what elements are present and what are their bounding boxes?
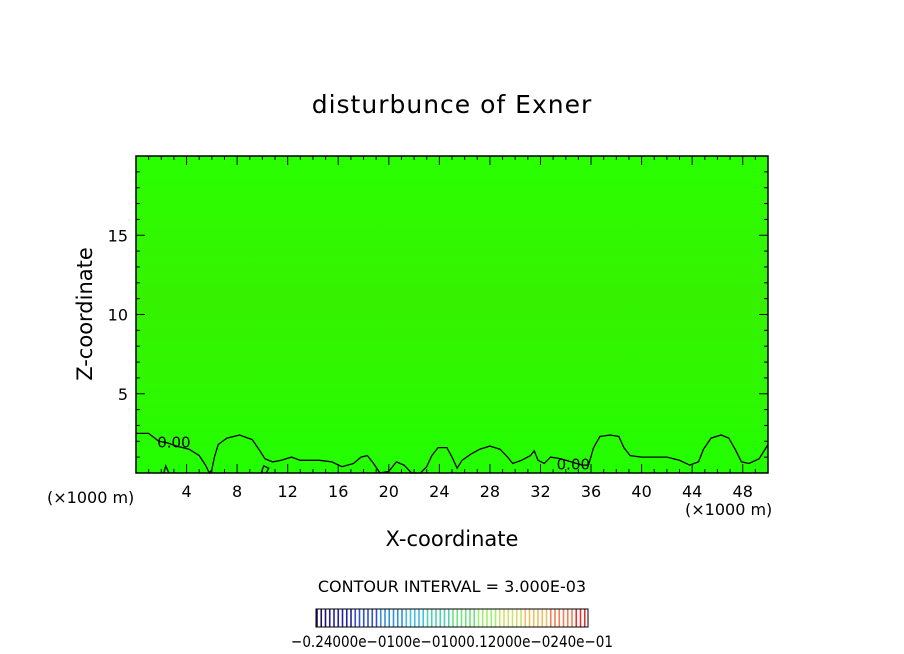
colorbar-labels: −0.24000e−0100e−01000.12000e−0240e−01 (291, 632, 613, 651)
contour-label: 0.00 (157, 433, 190, 451)
x-tick-label: 28 (480, 482, 500, 501)
colorbar-frame (315, 608, 589, 628)
contour-labels: 0.00 0.00 (157, 433, 590, 473)
chart-title: disturbunce of Exner (312, 90, 593, 119)
x-tick-label: 20 (379, 482, 399, 501)
y-tick-label: 15 (108, 226, 128, 245)
x-tick-label: 44 (682, 482, 702, 501)
colorbar (315, 608, 589, 628)
x-axis-label: X-coordinate (386, 527, 519, 551)
x-tick-label: 16 (328, 482, 348, 501)
x-tick-label: 4 (181, 482, 191, 501)
contour-interval-text: CONTOUR INTERVAL = 3.000E-03 (318, 577, 586, 596)
x-axis-ticks: 4 8 12 16 20 24 28 32 36 40 44 48 (148, 156, 756, 501)
x-axis-unit-left: (×1000 m) (47, 488, 134, 507)
contour-line (136, 432, 769, 475)
x-tick-label: 36 (581, 482, 601, 501)
y-axis-ticks: 5 10 15 (108, 171, 768, 458)
contour-label: 0.00 (557, 455, 590, 473)
y-axis-label: Z-coordinate (73, 247, 97, 381)
x-tick-label: 48 (733, 482, 753, 501)
x-tick-label: 12 (278, 482, 298, 501)
y-tick-label: 5 (118, 385, 128, 404)
y-tick-label: 10 (108, 306, 128, 325)
y-axis-unit-right: (×1000 m) (685, 500, 772, 519)
x-tick-label: 24 (429, 482, 449, 501)
exner-field (136, 156, 768, 473)
x-tick-label: 32 (530, 482, 550, 501)
x-tick-label: 8 (232, 482, 242, 501)
x-tick-label: 40 (631, 482, 651, 501)
contour-line (163, 463, 170, 474)
